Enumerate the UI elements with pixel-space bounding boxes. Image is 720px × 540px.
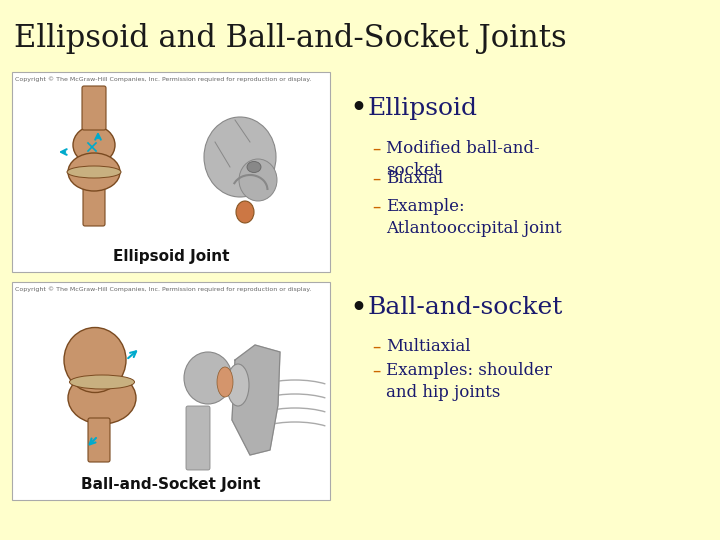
Ellipse shape: [70, 375, 135, 389]
Text: Copyright © The McGraw-Hill Companies, Inc. Permission required for reproduction: Copyright © The McGraw-Hill Companies, I…: [15, 76, 311, 82]
Text: Ellipsoid: Ellipsoid: [368, 97, 478, 119]
Text: Ball-and-Socket Joint: Ball-and-Socket Joint: [81, 476, 261, 491]
Text: –: –: [372, 170, 380, 188]
Text: Examples: shoulder
and hip joints: Examples: shoulder and hip joints: [386, 362, 552, 401]
Text: Example:
Atlantooccipital joint: Example: Atlantooccipital joint: [386, 198, 562, 237]
Ellipse shape: [204, 117, 276, 197]
Ellipse shape: [68, 372, 136, 424]
Ellipse shape: [239, 159, 277, 201]
Text: Copyright © The McGraw-Hill Companies, Inc. Permission required for reproduction: Copyright © The McGraw-Hill Companies, I…: [15, 286, 311, 292]
Ellipse shape: [217, 367, 233, 397]
Text: Biaxial: Biaxial: [386, 170, 443, 187]
Text: Ellipsoid and Ball-and-Socket Joints: Ellipsoid and Ball-and-Socket Joints: [14, 23, 567, 53]
Text: –: –: [372, 362, 380, 380]
Ellipse shape: [247, 161, 261, 172]
Text: Ball-and-socket: Ball-and-socket: [368, 296, 563, 320]
FancyBboxPatch shape: [88, 418, 110, 462]
Text: –: –: [372, 198, 380, 216]
Polygon shape: [232, 345, 280, 455]
Text: •: •: [350, 296, 366, 320]
FancyBboxPatch shape: [82, 86, 106, 130]
FancyBboxPatch shape: [186, 406, 210, 470]
Ellipse shape: [67, 166, 121, 178]
Text: Multiaxial: Multiaxial: [386, 338, 470, 355]
Ellipse shape: [68, 153, 120, 191]
FancyBboxPatch shape: [12, 72, 330, 272]
Text: –: –: [372, 140, 380, 158]
Ellipse shape: [227, 364, 249, 406]
Ellipse shape: [236, 201, 254, 223]
Ellipse shape: [73, 126, 115, 164]
Ellipse shape: [184, 352, 232, 404]
Ellipse shape: [64, 327, 126, 393]
FancyBboxPatch shape: [12, 282, 330, 500]
Text: •: •: [350, 96, 366, 120]
Text: –: –: [372, 338, 380, 356]
Text: Ellipsoid Joint: Ellipsoid Joint: [113, 248, 229, 264]
Text: Modified ball-and-
socket: Modified ball-and- socket: [386, 140, 539, 179]
FancyBboxPatch shape: [83, 187, 105, 226]
